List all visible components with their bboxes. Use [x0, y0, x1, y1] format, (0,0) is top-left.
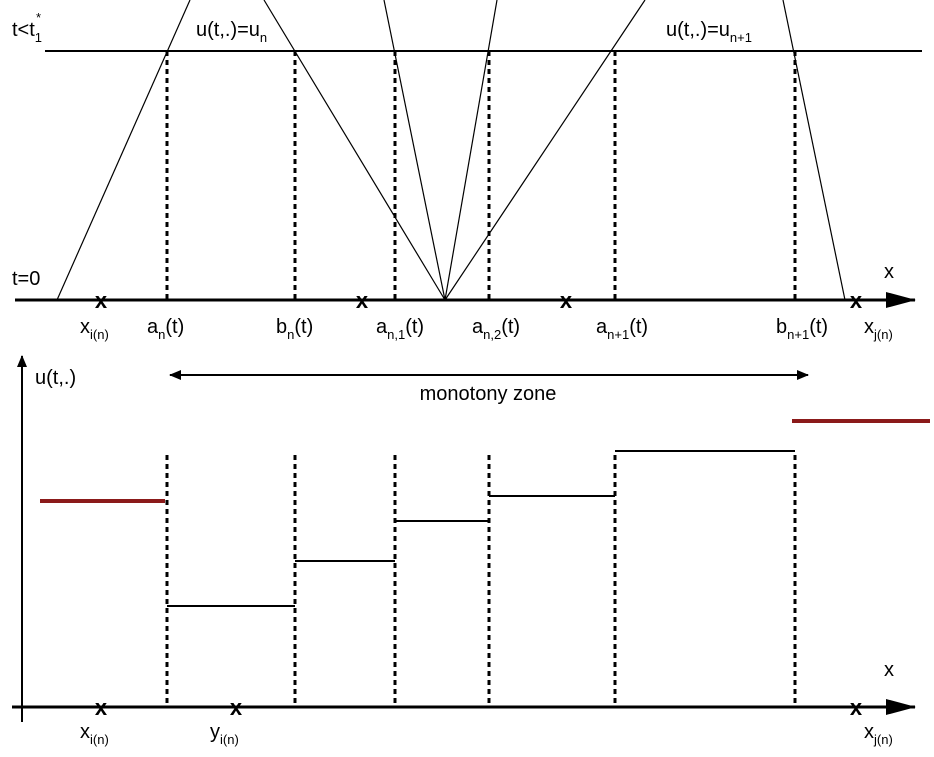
label: xi(n) — [80, 316, 109, 342]
label-main: x — [864, 316, 874, 338]
label: u(t,.)=un — [196, 19, 267, 45]
bottom-lines — [12, 355, 930, 722]
label-sub: n — [260, 30, 267, 45]
dashed-lines — [165, 455, 797, 707]
label-main: b — [776, 316, 787, 338]
label: an+1(t) — [596, 316, 648, 342]
label-sup: * — [36, 10, 41, 25]
steps — [167, 450, 795, 607]
label-tail: (t) — [165, 316, 184, 338]
label-main: t<t — [12, 19, 35, 41]
label-main: a — [472, 316, 484, 338]
label-main: u(t,.)=u — [196, 19, 260, 41]
label-tail: (t) — [405, 316, 424, 338]
label: xi(n) — [80, 721, 109, 747]
label-main: t=0 — [12, 268, 40, 290]
label-sub: n+1 — [730, 30, 752, 45]
marker: x — [850, 695, 863, 720]
axis-label: u(t,.) — [35, 367, 76, 389]
marker: x — [95, 695, 108, 720]
label-tail: (t) — [501, 316, 520, 338]
label-main: a — [596, 316, 608, 338]
marker: x — [230, 695, 243, 720]
label-main: x — [864, 721, 874, 743]
axis-label: x — [884, 261, 894, 283]
label: xj(n) — [864, 316, 893, 342]
label-sub: n — [287, 327, 294, 342]
label: t<t1 * — [12, 10, 42, 45]
label-main: x — [80, 721, 90, 743]
label-main: x — [80, 316, 90, 338]
label-sub: n+1 — [607, 327, 629, 342]
label-main: u(t,.)=u — [666, 19, 730, 41]
label: u(t,.)=un+1 — [666, 19, 752, 45]
label-sub: n+1 — [787, 327, 809, 342]
label-main: a — [376, 316, 388, 338]
label-sub: i(n) — [90, 732, 109, 747]
label: an(t) — [147, 316, 184, 342]
marker: x — [560, 288, 573, 313]
label-tail: (t) — [809, 316, 828, 338]
label-main: a — [147, 316, 159, 338]
marker: x — [850, 288, 863, 313]
top-lines — [15, 0, 922, 308]
label-sub: j(n) — [873, 327, 893, 342]
marker: x — [356, 288, 369, 313]
zone-label: monotony zone — [420, 383, 557, 405]
marker: x — [95, 288, 108, 313]
label-sub: i(n) — [90, 327, 109, 342]
outer-states — [40, 419, 930, 503]
characteristics — [56, 0, 846, 301]
label-tail: (t) — [294, 316, 313, 338]
dashed-lines — [165, 51, 797, 300]
label: t=0 — [12, 268, 40, 290]
label: xj(n) — [864, 721, 893, 747]
label-sub: 1 — [35, 30, 42, 45]
label-sub: n — [158, 327, 165, 342]
label-tail: (t) — [629, 316, 648, 338]
label-sub: n,2 — [483, 327, 501, 342]
label: bn(t) — [276, 316, 313, 342]
label-sub: j(n) — [873, 732, 893, 747]
label-sub: i(n) — [220, 732, 239, 747]
label-sub: n,1 — [387, 327, 405, 342]
label: bn+1(t) — [776, 316, 828, 342]
label: yi(n) — [210, 721, 239, 747]
axis-label: x — [884, 659, 894, 681]
label-main: b — [276, 316, 287, 338]
label: an,2(t) — [472, 316, 520, 342]
label-main: y — [210, 721, 220, 743]
label: an,1(t) — [376, 316, 424, 342]
